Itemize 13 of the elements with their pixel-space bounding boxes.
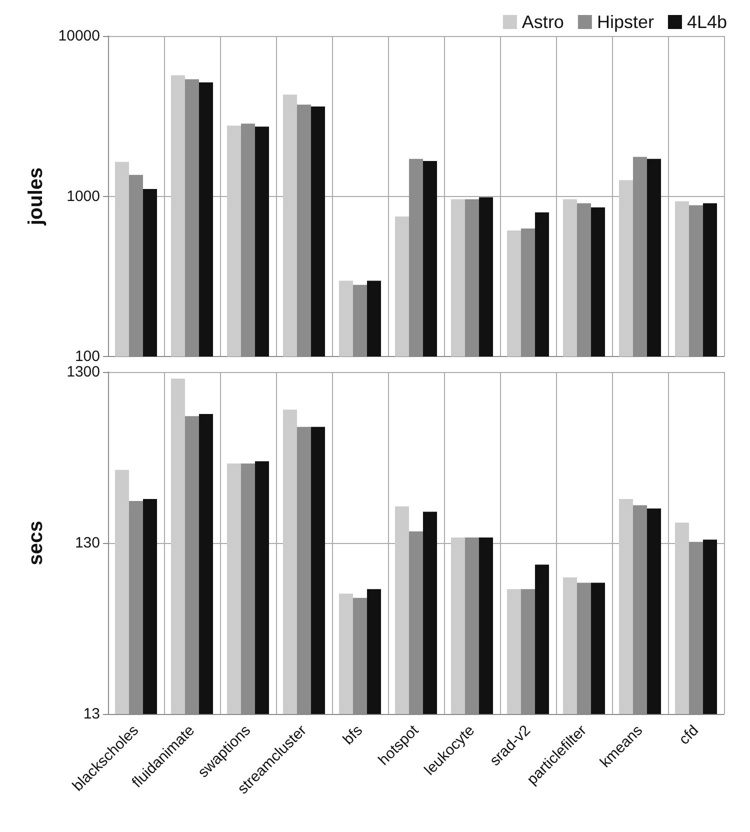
y-tick-label: 10000	[58, 28, 100, 44]
legend-label: 4L4b	[686, 12, 728, 32]
legend-label: Astro	[522, 12, 564, 32]
x-tick-label: bfs	[340, 722, 366, 748]
y-tick-label: 1300	[66, 364, 100, 380]
y-axis-title: secs	[25, 520, 47, 566]
y-tick-label: 1000	[66, 188, 100, 205]
y-tick-label: 100	[74, 348, 100, 365]
y-axis-title: joules	[25, 167, 47, 226]
legend-label: Hipster	[596, 12, 654, 32]
y-tick-label: 13	[83, 706, 100, 722]
x-tick-label: cfd	[676, 722, 702, 748]
y-tick-label: 130	[74, 534, 100, 552]
